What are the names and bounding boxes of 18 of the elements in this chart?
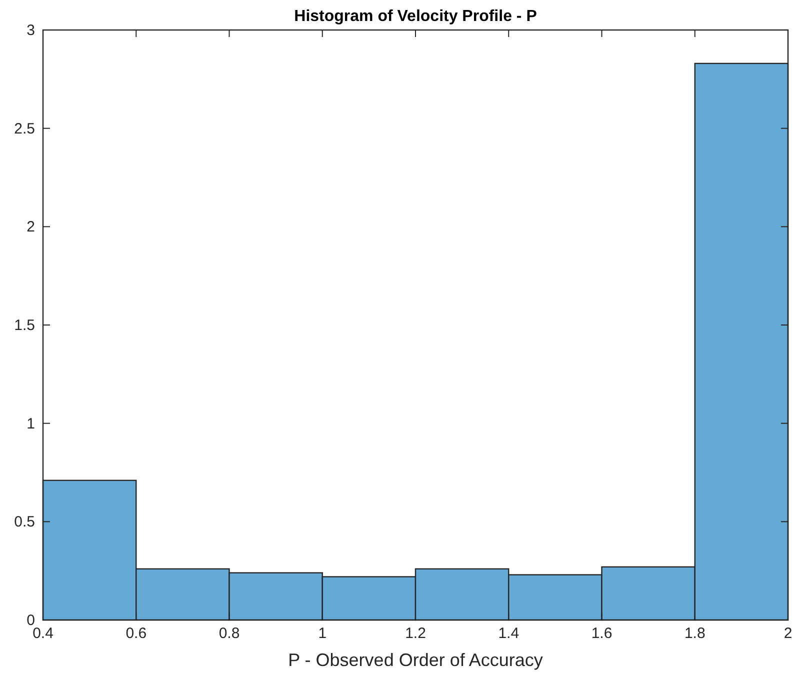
x-tick-label: 1 [318,625,327,642]
y-tick-label: 0.5 [14,514,35,531]
chart-title: Histogram of Velocity Profile - P [294,8,538,25]
x-tick-label: 1.2 [405,625,426,642]
x-tick-label: 2 [784,625,792,642]
x-tick-label: 0.4 [32,625,54,642]
y-tick-label: 3 [26,22,35,39]
y-tick-label: 1.5 [14,317,35,334]
y-tick-label: 0 [26,612,35,629]
y-tick-label: 2.5 [14,120,35,138]
x-axis-title: P - Observed Order of Accuracy [288,650,543,670]
x-tick-label: 1.4 [498,625,520,642]
x-tick-label: 0.6 [126,625,147,642]
x-tick-label: 1.6 [591,625,612,642]
x-tick-label: 1.8 [684,625,706,642]
y-tick-label: 1 [26,415,35,432]
x-tick-label: 0.8 [218,625,240,642]
y-tick-label: 2 [26,218,35,236]
